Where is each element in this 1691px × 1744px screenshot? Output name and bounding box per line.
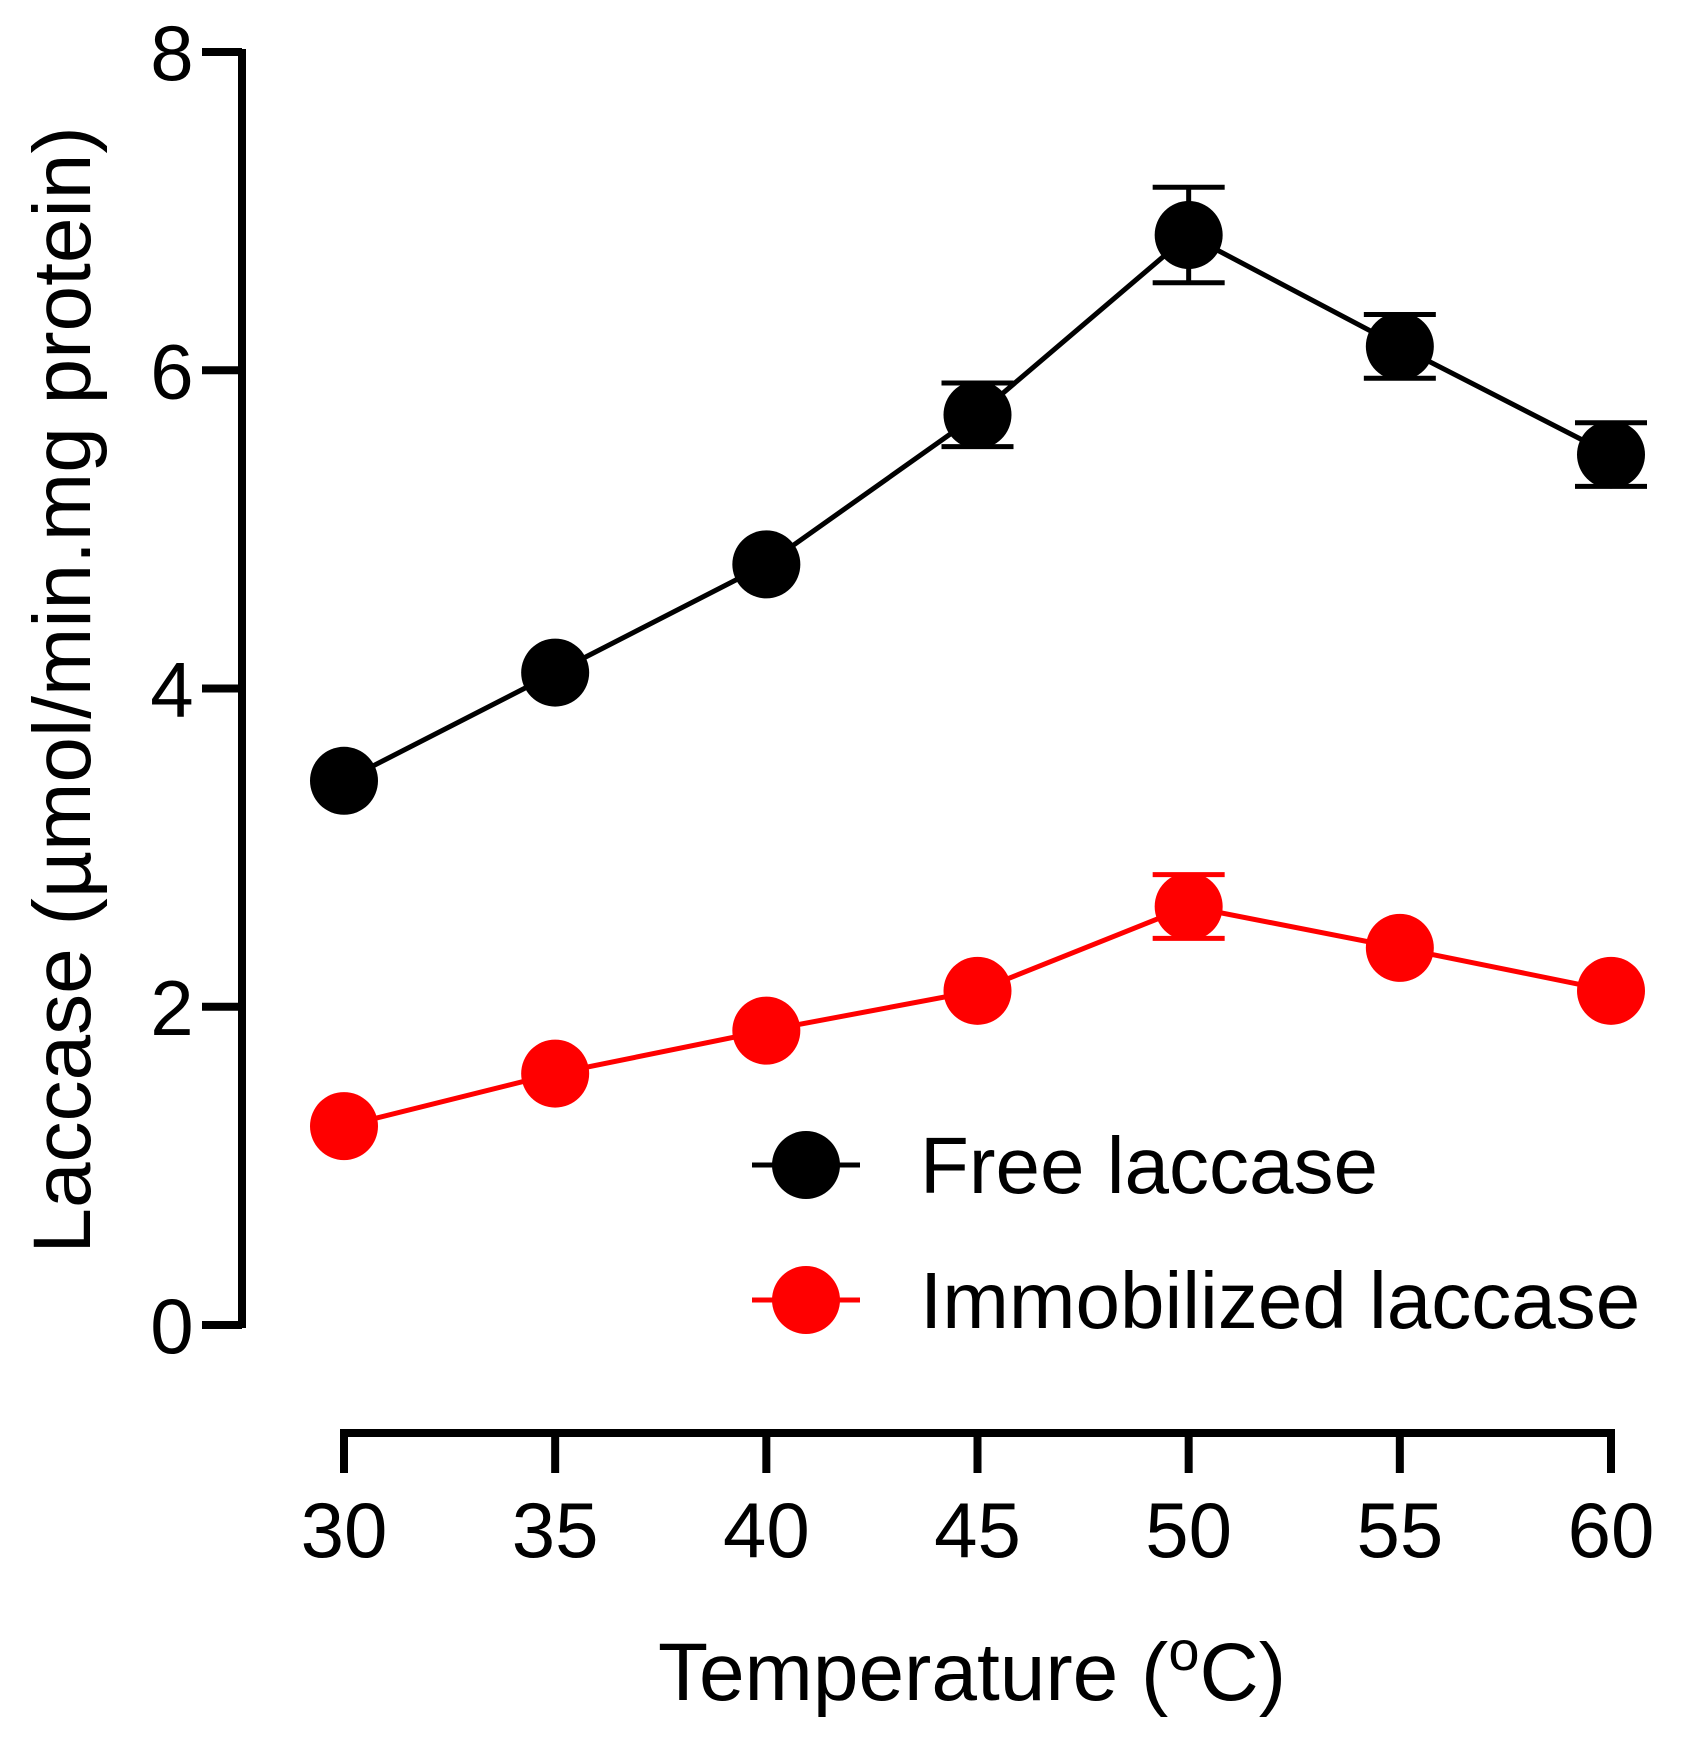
y-axis-title: Laccase (µmol/min.mg protein)	[17, 126, 108, 1253]
series-1	[310, 184, 1647, 815]
y-tick-label: 6	[150, 327, 193, 415]
x-tick-label: 50	[1145, 1486, 1232, 1574]
data-point	[1365, 913, 1434, 982]
y-tick-label: 4	[150, 646, 193, 734]
y-tick-label: 0	[150, 1282, 193, 1370]
legend-label: Immobilized laccase	[920, 1256, 1640, 1345]
x-axis-title-suffix: C)	[1200, 1627, 1287, 1718]
data-point	[1154, 200, 1223, 269]
x-tick-label: 35	[512, 1486, 599, 1574]
y-tick-label: 2	[150, 964, 193, 1052]
legend-item: Free laccase	[752, 1121, 1378, 1210]
x-axis-title: Temperature (oC)	[658, 1619, 1286, 1718]
data-point	[1577, 420, 1645, 489]
data-point	[732, 530, 801, 599]
x-tick-label: 55	[1356, 1486, 1443, 1574]
x-axis-title-superscript: o	[1168, 1619, 1199, 1682]
data-point	[943, 380, 1012, 449]
y-axis: 0 2 4 6 8	[150, 9, 246, 1370]
legend-marker	[772, 1131, 840, 1199]
data-point	[521, 638, 590, 707]
legend-item: Immobilized laccase	[752, 1256, 1640, 1345]
legend-label: Free laccase	[920, 1121, 1378, 1210]
x-axis-title-main: Temperature (	[658, 1627, 1168, 1718]
data-point	[943, 956, 1012, 1025]
legend: Free laccase Immobilized laccase	[752, 1121, 1640, 1345]
x-tick-label: 60	[1568, 1486, 1655, 1574]
data-point	[1154, 872, 1223, 941]
x-tick-label: 40	[723, 1486, 810, 1574]
plot-area	[310, 184, 1647, 1161]
data-point	[1365, 312, 1434, 381]
data-point	[521, 1039, 590, 1108]
series-2	[310, 872, 1645, 1161]
x-tick-label: 30	[301, 1486, 388, 1574]
x-axis: 30 35 40 45 50 55 60	[301, 1429, 1655, 1574]
x-tick-label: 45	[934, 1486, 1021, 1574]
data-point	[732, 996, 801, 1065]
legend-marker	[772, 1266, 840, 1334]
data-point	[310, 1092, 378, 1161]
y-tick-label: 8	[150, 9, 193, 97]
data-point	[1577, 956, 1645, 1025]
data-point	[310, 746, 378, 815]
